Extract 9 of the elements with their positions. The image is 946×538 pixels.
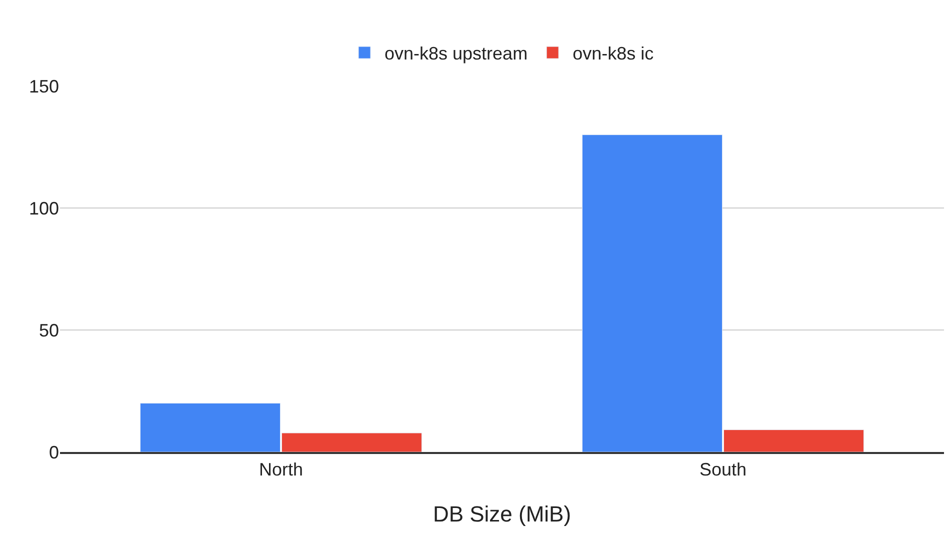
y-tick-label: 150 xyxy=(28,76,59,96)
legend-label: ovn-k8s ic xyxy=(572,44,654,64)
y-tick-label: 0 xyxy=(48,442,59,462)
x-tick-label: North xyxy=(258,459,304,480)
legend-label: ovn-k8s upstream xyxy=(384,44,528,64)
y-tick-label: 100 xyxy=(28,198,59,218)
x-axis-title: DB Size (MiB) xyxy=(432,502,572,527)
x-tick-label: South xyxy=(699,459,747,480)
y-tick-label: 50 xyxy=(38,320,59,340)
